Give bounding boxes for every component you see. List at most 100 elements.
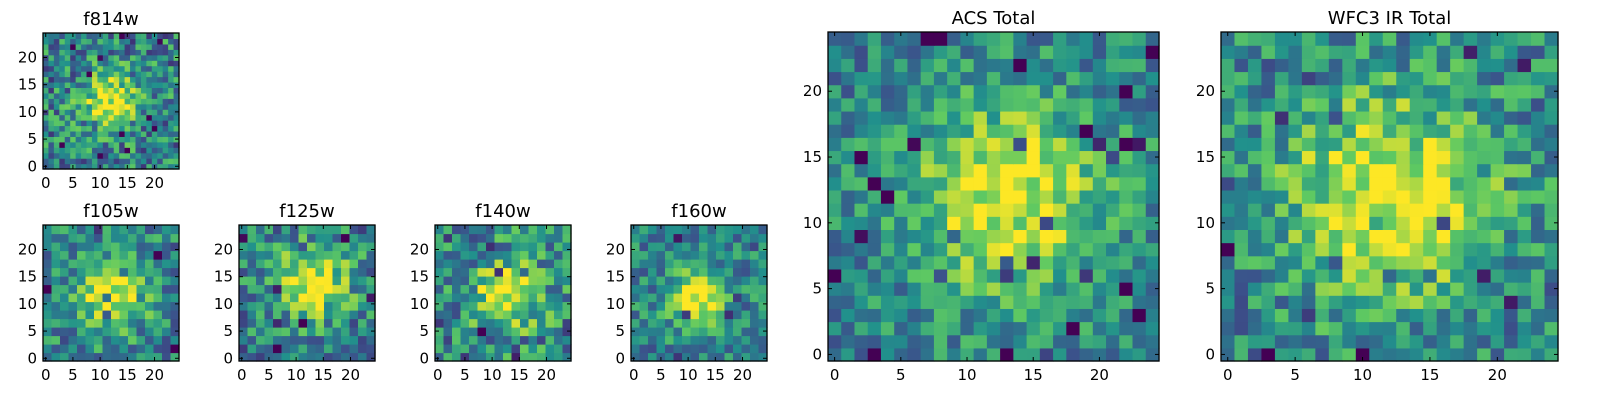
heatmap-cell (1119, 150, 1134, 165)
heatmap-cell (162, 92, 169, 99)
heatmap-cell (503, 267, 513, 277)
heatmap-cell (162, 136, 169, 143)
heatmap-cell (1450, 308, 1465, 323)
heatmap-cell (97, 60, 104, 67)
heatmap-cell (315, 250, 325, 260)
heatmap-cell (136, 276, 146, 286)
heatmap-cell (298, 259, 308, 269)
x-tick-label: 20 (145, 366, 164, 384)
heatmap-cell (867, 84, 882, 99)
heatmap-cell (1221, 229, 1236, 244)
heatmap-cell (920, 334, 935, 349)
heatmap-cell (94, 318, 104, 328)
heatmap-cell (741, 259, 751, 269)
heatmap-cell (1409, 321, 1424, 336)
heatmap-cell (1369, 150, 1384, 165)
heatmap-cell (81, 60, 88, 67)
heatmap-cell (1234, 203, 1249, 217)
heatmap-cell (1145, 321, 1160, 336)
heatmap-cell (97, 147, 104, 154)
heatmap-cell (64, 92, 71, 99)
heatmap-cell (1531, 97, 1546, 112)
heatmap-cell (53, 125, 60, 132)
heatmap-cell (1079, 308, 1094, 323)
heatmap-cell (1039, 216, 1054, 230)
heatmap-cell (1382, 97, 1397, 112)
heatmap-cell (1517, 71, 1532, 86)
heatmap-cell (298, 250, 308, 260)
heatmap-cell (656, 225, 666, 235)
heatmap-cell (1288, 163, 1303, 178)
heatmap-cell (146, 147, 153, 154)
heatmap-cell (469, 250, 479, 260)
heatmap-cell (136, 233, 146, 243)
heatmap-cell (933, 71, 948, 86)
heatmap-cell (111, 242, 121, 252)
heatmap-cell (841, 97, 856, 112)
heatmap-cell (124, 92, 131, 99)
heatmap-cell (828, 58, 842, 73)
heatmap-cell (113, 152, 120, 159)
heatmap-cell (53, 60, 60, 67)
heatmap-cell (1247, 150, 1263, 165)
heatmap-cell (1369, 216, 1384, 230)
heatmap-cell (102, 130, 109, 137)
heatmap-cell (1409, 229, 1424, 244)
heatmap-cell (947, 334, 961, 349)
heatmap-cell (290, 327, 300, 337)
heatmap-cell (1342, 216, 1357, 230)
heatmap-cell (145, 233, 155, 243)
heatmap-cell (682, 301, 692, 311)
heatmap-cell (53, 76, 60, 83)
heatmap-cell (1039, 347, 1054, 362)
heatmap-cell (85, 301, 95, 311)
heatmap-cell (358, 284, 368, 294)
heatmap-cell (947, 32, 961, 46)
heatmap-cell (140, 81, 147, 88)
heatmap-cell (1261, 242, 1276, 257)
heatmap-cell (75, 163, 82, 170)
heatmap-cell (173, 33, 180, 40)
heatmap-cell (1396, 308, 1411, 323)
heatmap-cell (1145, 71, 1160, 86)
heatmap-cell (1436, 268, 1451, 283)
heatmap-cell (486, 242, 496, 252)
heatmap-cell (113, 76, 120, 83)
heatmap-cell (1328, 334, 1343, 349)
heatmap-cell (854, 97, 869, 112)
heatmap-cell (562, 335, 572, 345)
heatmap-cell (239, 259, 249, 269)
heatmap-cell (828, 110, 842, 125)
heatmap-cell (1261, 334, 1276, 349)
heatmap-cell (1145, 308, 1160, 323)
heatmap-cell (1355, 110, 1370, 125)
heatmap-cell (1234, 334, 1249, 349)
heatmap-cell (119, 136, 126, 143)
heatmap-cell (1504, 334, 1519, 349)
heatmap-cell (59, 38, 66, 45)
heatmap-cell (256, 352, 266, 362)
heatmap-cell (146, 54, 153, 61)
heatmap-cell (68, 259, 78, 269)
heatmap-cell (1013, 242, 1028, 257)
heatmap-cell (1436, 71, 1451, 86)
heatmap-cell (724, 310, 734, 320)
heatmap-cell (933, 321, 948, 336)
heatmap-cell (111, 335, 121, 345)
heatmap-cell (867, 71, 882, 86)
heatmap-cell (1106, 32, 1120, 46)
heatmap-cell (1301, 45, 1316, 59)
heatmap-cell (1531, 150, 1546, 165)
heatmap-cell (537, 284, 547, 294)
heatmap-cell (528, 259, 538, 269)
heatmap-cell (1517, 321, 1532, 336)
heatmap-cell (682, 344, 692, 354)
heatmap-cell (366, 284, 376, 294)
heatmap-cell (157, 120, 164, 127)
heatmap-cell (1463, 124, 1478, 138)
heatmap-cell (1274, 32, 1289, 46)
heatmap-cell (648, 250, 658, 260)
heatmap-cell (1066, 45, 1081, 59)
heatmap-cell (545, 318, 555, 328)
heatmap-cell (366, 233, 376, 243)
